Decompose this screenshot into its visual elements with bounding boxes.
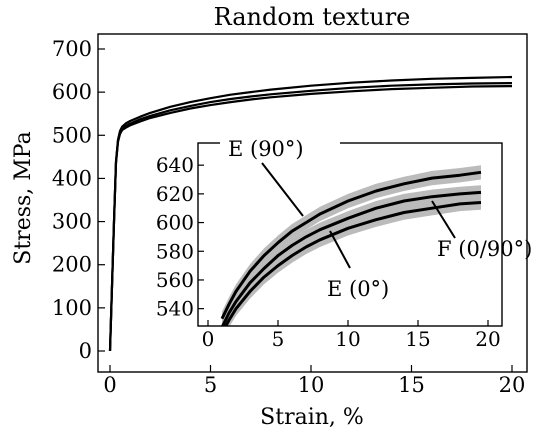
inset-x-tick-label: 5	[272, 327, 285, 351]
annotation-e90: E (90°)	[228, 137, 304, 161]
label-backdrop	[220, 136, 340, 156]
y-axis-label: Stress, MPa	[11, 131, 36, 264]
inset-x-tick-label: 20	[475, 327, 500, 351]
inset-y-tick-label: 540	[156, 297, 194, 321]
inset-y-tick-label: 620	[156, 182, 194, 206]
plot-frame	[97, 33, 528, 373]
y-tick-label: 400	[52, 166, 92, 190]
annotation-leader-e90	[261, 162, 304, 217]
inset-series-line-3	[224, 201, 482, 326]
x-tick-label: 15	[398, 373, 425, 397]
inset-y-tick-label: 600	[156, 211, 194, 235]
inset-band-3	[222, 195, 481, 326]
x-tick-label: 5	[204, 373, 217, 397]
y-tick-label: 0	[79, 339, 92, 363]
chart-title: Random texture	[214, 3, 411, 31]
inset-series-line-1	[220, 170, 482, 320]
inset-frame	[197, 142, 503, 327]
y-tick-label: 600	[52, 80, 92, 104]
x-axis-label: Strain, %	[260, 405, 364, 430]
inset-x-tick-label: 10	[335, 327, 360, 351]
annotation-f090: F (0/90°)	[437, 237, 532, 261]
inset-axis-ticks: 0 5 10 15 20 540 560 580 600 620 640	[156, 153, 501, 351]
inset-x-tick-label: 15	[405, 327, 430, 351]
inset-x-tick-label: 0	[202, 327, 215, 351]
main-series	[108, 75, 513, 352]
x-tick-label: 0	[103, 373, 116, 397]
inset-series-line-2	[220, 190, 482, 326]
annotation-e0: E (0°)	[327, 277, 389, 301]
inset-y-tick-label: 640	[156, 153, 194, 177]
y-tick-label: 700	[52, 37, 92, 61]
annotation-leader-e0	[329, 230, 351, 269]
y-tick-label: 200	[52, 253, 92, 277]
y-tick-label: 100	[52, 296, 92, 320]
y-tick-label: 300	[52, 210, 92, 234]
inset-y-tick-label: 560	[156, 268, 194, 292]
y-tick-label: 500	[52, 123, 92, 147]
x-tick-label: 10	[298, 373, 325, 397]
series-line-3	[108, 85, 513, 352]
inset-y-tick-label: 580	[156, 239, 194, 263]
inset-series	[220, 170, 482, 326]
x-tick-label: 20	[499, 373, 526, 397]
annotation-leader-f090	[431, 200, 456, 239]
